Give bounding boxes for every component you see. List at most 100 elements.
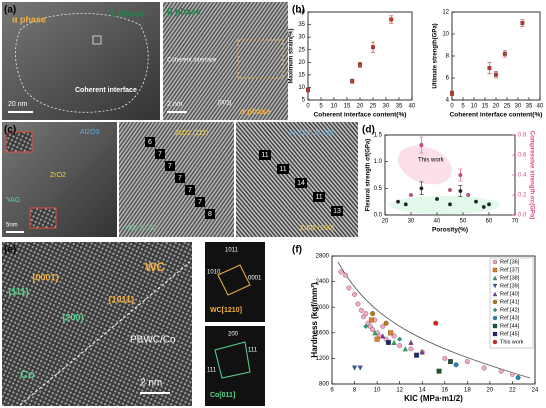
point <box>498 368 504 374</box>
point <box>419 143 424 147</box>
y-tick-label: 25 <box>298 47 305 53</box>
point <box>436 368 442 374</box>
x-tick-label: 40 <box>434 219 441 225</box>
y-tick-label: 35 <box>298 22 305 28</box>
point <box>494 72 498 77</box>
y-tick-label: 0.6 <box>518 153 527 159</box>
fft-label: 111 <box>207 368 217 374</box>
label: (1-120) Al2O3 <box>290 130 334 137</box>
x-tick-label: 30 <box>408 219 415 225</box>
point <box>447 359 453 365</box>
x-tick-label: 60 <box>486 219 493 225</box>
legend-label: Ref.[42] <box>500 307 520 313</box>
point <box>458 173 463 177</box>
point <box>358 307 364 313</box>
count-label: 7 <box>178 175 182 182</box>
x-tick-label: 15 <box>344 104 351 110</box>
legend-marker <box>492 315 498 321</box>
x-tick-label: 50 <box>460 219 467 225</box>
annotation: This work <box>418 158 445 164</box>
y-tick-label: 5 <box>302 98 306 104</box>
point <box>350 79 355 84</box>
zone-label: Co[011] <box>210 392 235 399</box>
x-axis-label: KIC (MPa·m1/2) <box>404 394 463 403</box>
x-tick-label: 0 <box>450 104 454 110</box>
point <box>414 352 420 358</box>
scale-bar <box>140 392 170 394</box>
x-tick-label: 20 <box>487 388 494 394</box>
point <box>481 365 487 371</box>
fft-label: 1010 <box>207 270 221 276</box>
fft-label: 111 <box>248 348 258 354</box>
roi-box <box>92 35 102 45</box>
label: Co <box>20 369 35 381</box>
point <box>385 339 391 345</box>
scale-bar <box>6 231 24 233</box>
point <box>408 346 414 352</box>
count-label: 11 <box>261 152 268 159</box>
y-axis-label: Maximum strain(%) <box>289 28 295 83</box>
y-tick-label: 0.0 <box>518 213 527 219</box>
micrograph <box>163 2 288 120</box>
fft-label: 1011 <box>225 248 239 254</box>
count-box <box>277 164 289 174</box>
y-tick-label: 800 <box>319 382 330 388</box>
x-tick-label: 12 <box>396 388 403 394</box>
point <box>357 365 363 371</box>
point <box>458 189 463 193</box>
panel-label: (e) <box>4 245 16 256</box>
label: {111} <box>8 286 30 296</box>
point <box>450 91 454 96</box>
point <box>502 51 507 56</box>
x-tick-label: 0 <box>306 104 310 110</box>
count-box <box>313 192 325 202</box>
x-axis-label: Porosity(%) <box>432 227 468 234</box>
scale-label: 20 nm <box>8 101 28 108</box>
x-tick-label: 10 <box>471 104 478 110</box>
point <box>442 355 448 361</box>
point <box>419 186 424 191</box>
point <box>389 17 394 22</box>
point <box>380 323 386 329</box>
x-tick-label: 6 <box>330 388 334 394</box>
point <box>372 330 378 336</box>
count-box <box>145 137 155 147</box>
fft <box>205 242 265 322</box>
legend-label: Ref.[38] <box>500 275 520 281</box>
point <box>369 317 374 323</box>
plot-frame <box>307 11 413 101</box>
inset <box>29 207 57 229</box>
x-tick-label: 5 <box>319 104 323 110</box>
fft-label: 200 <box>228 332 239 338</box>
x-tick-label: 10 <box>374 388 381 394</box>
legend-label: Ref.[45] <box>500 331 520 337</box>
count-label: 7 <box>198 199 202 206</box>
point <box>419 349 425 355</box>
highlight <box>397 145 453 185</box>
y-tick-label: 15 <box>298 72 305 78</box>
panel-label: (c) <box>4 125 16 136</box>
label: Coherent interface <box>75 87 137 94</box>
x-tick-label: 20 <box>493 104 500 110</box>
point <box>397 336 403 342</box>
highlight <box>390 196 500 214</box>
point <box>520 21 525 25</box>
legend-marker <box>492 259 498 265</box>
boundary <box>19 261 191 406</box>
label: β phase <box>167 6 201 16</box>
legend-marker <box>492 267 498 273</box>
point <box>358 62 362 67</box>
count-box <box>165 161 175 171</box>
panel-label: (f) <box>292 245 302 256</box>
plot-frame <box>451 11 541 101</box>
label: YAG (020) <box>124 225 157 232</box>
x-tick-label: 18 <box>464 388 471 394</box>
point <box>433 320 439 326</box>
y-tick-label: 1200 <box>316 356 330 362</box>
point <box>346 285 352 291</box>
point <box>380 333 386 339</box>
point <box>464 359 470 365</box>
legend-marker <box>492 291 498 297</box>
x-axis-label: Coherent interface content(%) <box>450 112 543 119</box>
roi-box <box>237 39 284 79</box>
